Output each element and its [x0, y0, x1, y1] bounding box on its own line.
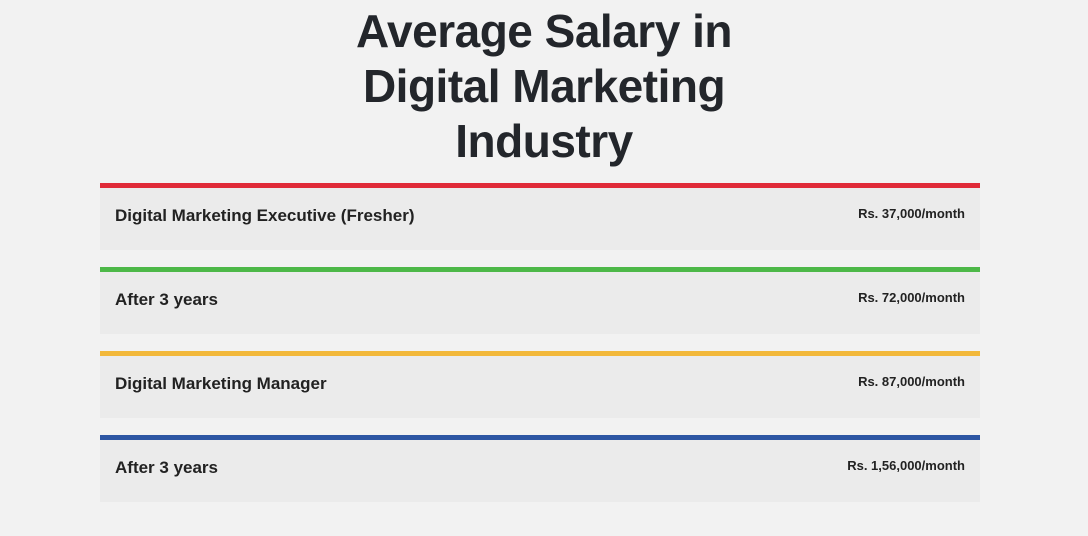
salary-row: Digital Marketing Executive (Fresher) Rs.…: [100, 183, 980, 250]
salary-value: Rs. 37,000/month: [858, 206, 965, 221]
salary-row: After 3 years Rs. 72,000/month: [100, 267, 980, 334]
role-label: After 3 years: [115, 458, 219, 477]
salary-list: Digital Marketing Executive (Fresher) Rs.…: [100, 183, 980, 519]
salary-value: Rs. 1,56,000/month: [847, 458, 965, 473]
role-label: Digital Marketing Manager: [115, 374, 327, 393]
role-label: Digital Marketing Executive (Fresher): [115, 206, 415, 225]
salary-value: Rs. 87,000/month: [858, 374, 965, 389]
role-label: After 3 years: [115, 290, 219, 309]
title: Average Salary in Digital Marketing Indu…: [356, 5, 732, 167]
page: Average Salary in Digital Marketing Indu…: [0, 4, 1088, 536]
salary-value: Rs. 72,000/month: [858, 290, 965, 305]
salary-row: After 3 years Rs. 1,56,000/month: [100, 435, 980, 502]
salary-row: Digital Marketing Manager Rs. 87,000/mont…: [100, 351, 980, 418]
